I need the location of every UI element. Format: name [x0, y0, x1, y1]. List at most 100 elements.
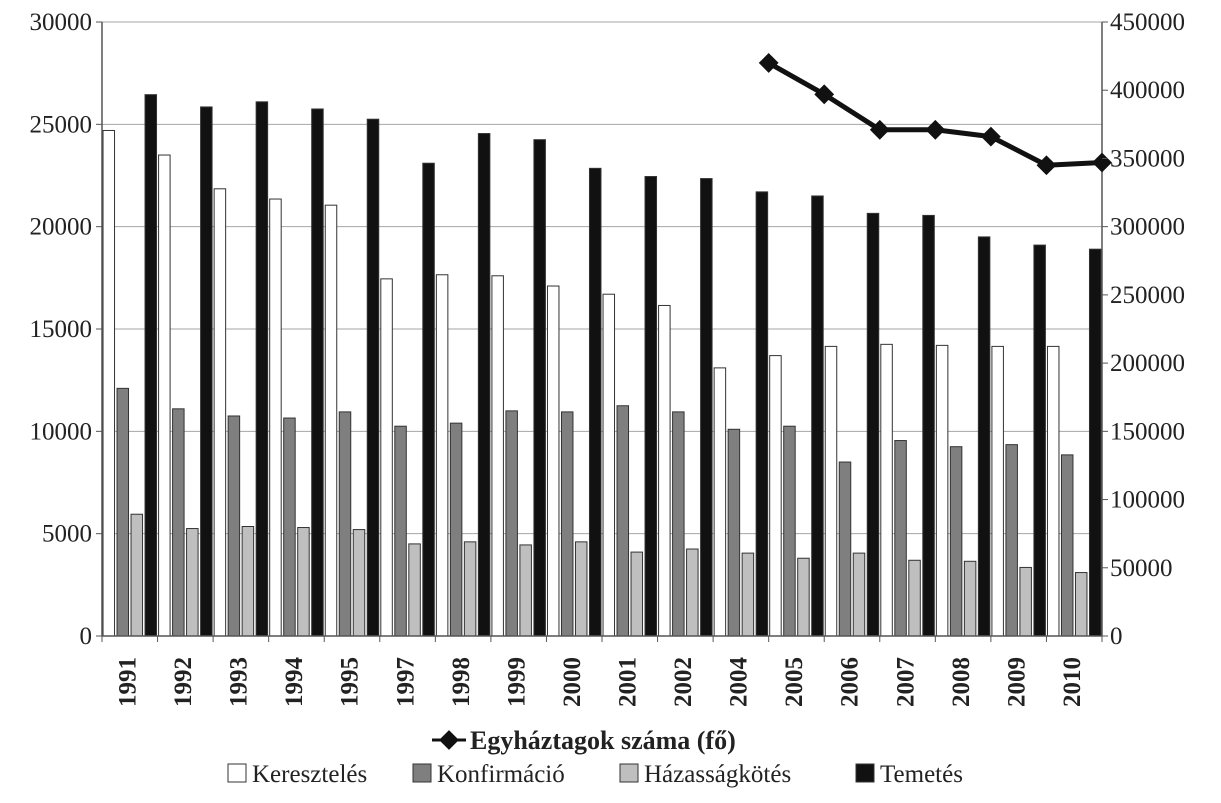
bar-konfirmáció [1005, 444, 1018, 637]
bar-házasságkötés [852, 552, 866, 637]
bar-temetés [700, 178, 713, 637]
bar-házasságkötés [1074, 572, 1088, 637]
right-tick-label: 450000 [1110, 9, 1185, 36]
bar-házasságkötés [630, 551, 644, 637]
bar-házasságkötés [241, 526, 255, 637]
bar-temetés [200, 106, 213, 637]
legend-swatch [619, 763, 639, 783]
left-tick-label: 15000 [30, 316, 93, 343]
right-tick-label: 250000 [1110, 282, 1185, 309]
bar-temetés [422, 162, 435, 637]
legend-label: Házasságkötés [644, 761, 791, 788]
bar-konfirmáció [116, 387, 130, 637]
line-point [1092, 152, 1112, 173]
bar-házasságkötés [908, 559, 921, 637]
x-tick-label: 1992 [170, 657, 197, 707]
bar-keresztelés [546, 285, 560, 637]
bar-keresztelés [991, 345, 1004, 637]
x-tick-label: 1999 [503, 657, 530, 707]
x-tick-label: 2001 [615, 657, 642, 707]
bar-házasságkötés [186, 528, 199, 637]
legend-swatch [855, 763, 875, 783]
bar-keresztelés [269, 198, 282, 637]
bar-házasságkötés [463, 541, 477, 637]
line-point [925, 119, 946, 140]
bar-temetés [1088, 248, 1102, 637]
bar-temetés [1033, 244, 1046, 637]
line-legend-label: Egyháztagok száma (fő) [470, 726, 736, 755]
bar-konfirmáció [227, 415, 241, 637]
x-tick-label: 1994 [281, 657, 308, 708]
left-axis-ticks: 0 5000 10000 15000 20000 25000 30000 [30, 9, 102, 650]
bar-temetés [922, 214, 935, 637]
line-legend: Egyháztagok száma (fő) [432, 726, 736, 755]
bar-temetés [366, 118, 380, 637]
x-tick-label: 2004 [726, 657, 753, 708]
bar-házasságkötés [297, 527, 310, 637]
x-tick-label: 1995 [337, 657, 364, 707]
x-tick-label: 2000 [559, 657, 586, 707]
x-tick-label: 2007 [892, 657, 919, 707]
x-tick-label: 1997 [392, 657, 419, 707]
x-tick-label: 2005 [781, 657, 808, 707]
right-tick-label: 0 [1110, 623, 1123, 650]
bar-konfirmáció [727, 428, 741, 637]
line-point [1036, 155, 1057, 176]
bar-házasságkötés [130, 513, 144, 637]
bar-konfirmáció [838, 461, 852, 637]
bar-temetés [644, 176, 658, 637]
legend-label: Temetés [880, 761, 963, 788]
bar-temetés [755, 191, 769, 637]
bar-keresztelés [324, 204, 338, 637]
bar-konfirmáció [672, 411, 685, 637]
bar-temetés [477, 133, 491, 637]
bar-legend: Keresztelés Konfirmáció Házasságkötés Temet… [227, 761, 963, 788]
line-legend-swatch-marker [439, 730, 459, 750]
x-tick-label: 2002 [670, 657, 697, 707]
bar-konfirmáció [283, 417, 296, 637]
bar-temetés [255, 101, 269, 637]
right-tick-label: 50000 [1110, 555, 1173, 582]
bar-házasságkötés [797, 557, 810, 637]
bar-házasságkötés [408, 543, 421, 637]
x-tick-label: 1991 [115, 657, 142, 707]
left-tick-label: 20000 [30, 214, 93, 241]
x-axis-ticks: 1991 1992 1993 1994 1995 1997 1998 1999 2000 2001… [115, 657, 1086, 708]
line-series [758, 53, 1112, 176]
left-tick-label: 25000 [30, 111, 93, 138]
bar-keresztelés [158, 154, 171, 637]
bar-keresztelés [491, 275, 504, 637]
bar-keresztelés [102, 129, 116, 637]
bar-keresztelés [769, 355, 782, 637]
bar-konfirmáció [338, 411, 352, 637]
bars [102, 94, 1102, 637]
bar-temetés [533, 139, 546, 637]
bar-konfirmáció [172, 408, 185, 637]
bar-keresztelés [435, 274, 449, 637]
bar-keresztelés [880, 343, 893, 637]
x-tick-label: 2006 [837, 657, 864, 707]
bar-házasságkötés [963, 560, 977, 637]
bar-keresztelés [380, 278, 393, 637]
legend-swatch [227, 763, 247, 783]
bar-temetés [144, 94, 158, 637]
bar-házasságkötés [686, 548, 699, 637]
line-point [758, 53, 779, 73]
bar-temetés [811, 195, 824, 637]
bar-házasságkötés [519, 544, 532, 637]
bar-házasságkötés [741, 552, 755, 637]
bar-konfirmáció [783, 425, 796, 637]
x-tick-label: 2010 [1059, 657, 1086, 707]
bar-konfirmáció [560, 411, 574, 637]
x-tick-label: 1998 [448, 657, 475, 707]
right-tick-label: 150000 [1110, 418, 1185, 445]
bar-házasságkötés [574, 541, 588, 637]
bar-keresztelés [824, 345, 838, 637]
bar-konfirmáció [949, 446, 963, 637]
bar-keresztelés [935, 344, 949, 637]
x-tick-label: 1993 [226, 657, 253, 707]
bar-házasságkötés [352, 529, 366, 637]
x-tick-label: 2008 [948, 657, 975, 707]
line-point [980, 126, 1001, 147]
